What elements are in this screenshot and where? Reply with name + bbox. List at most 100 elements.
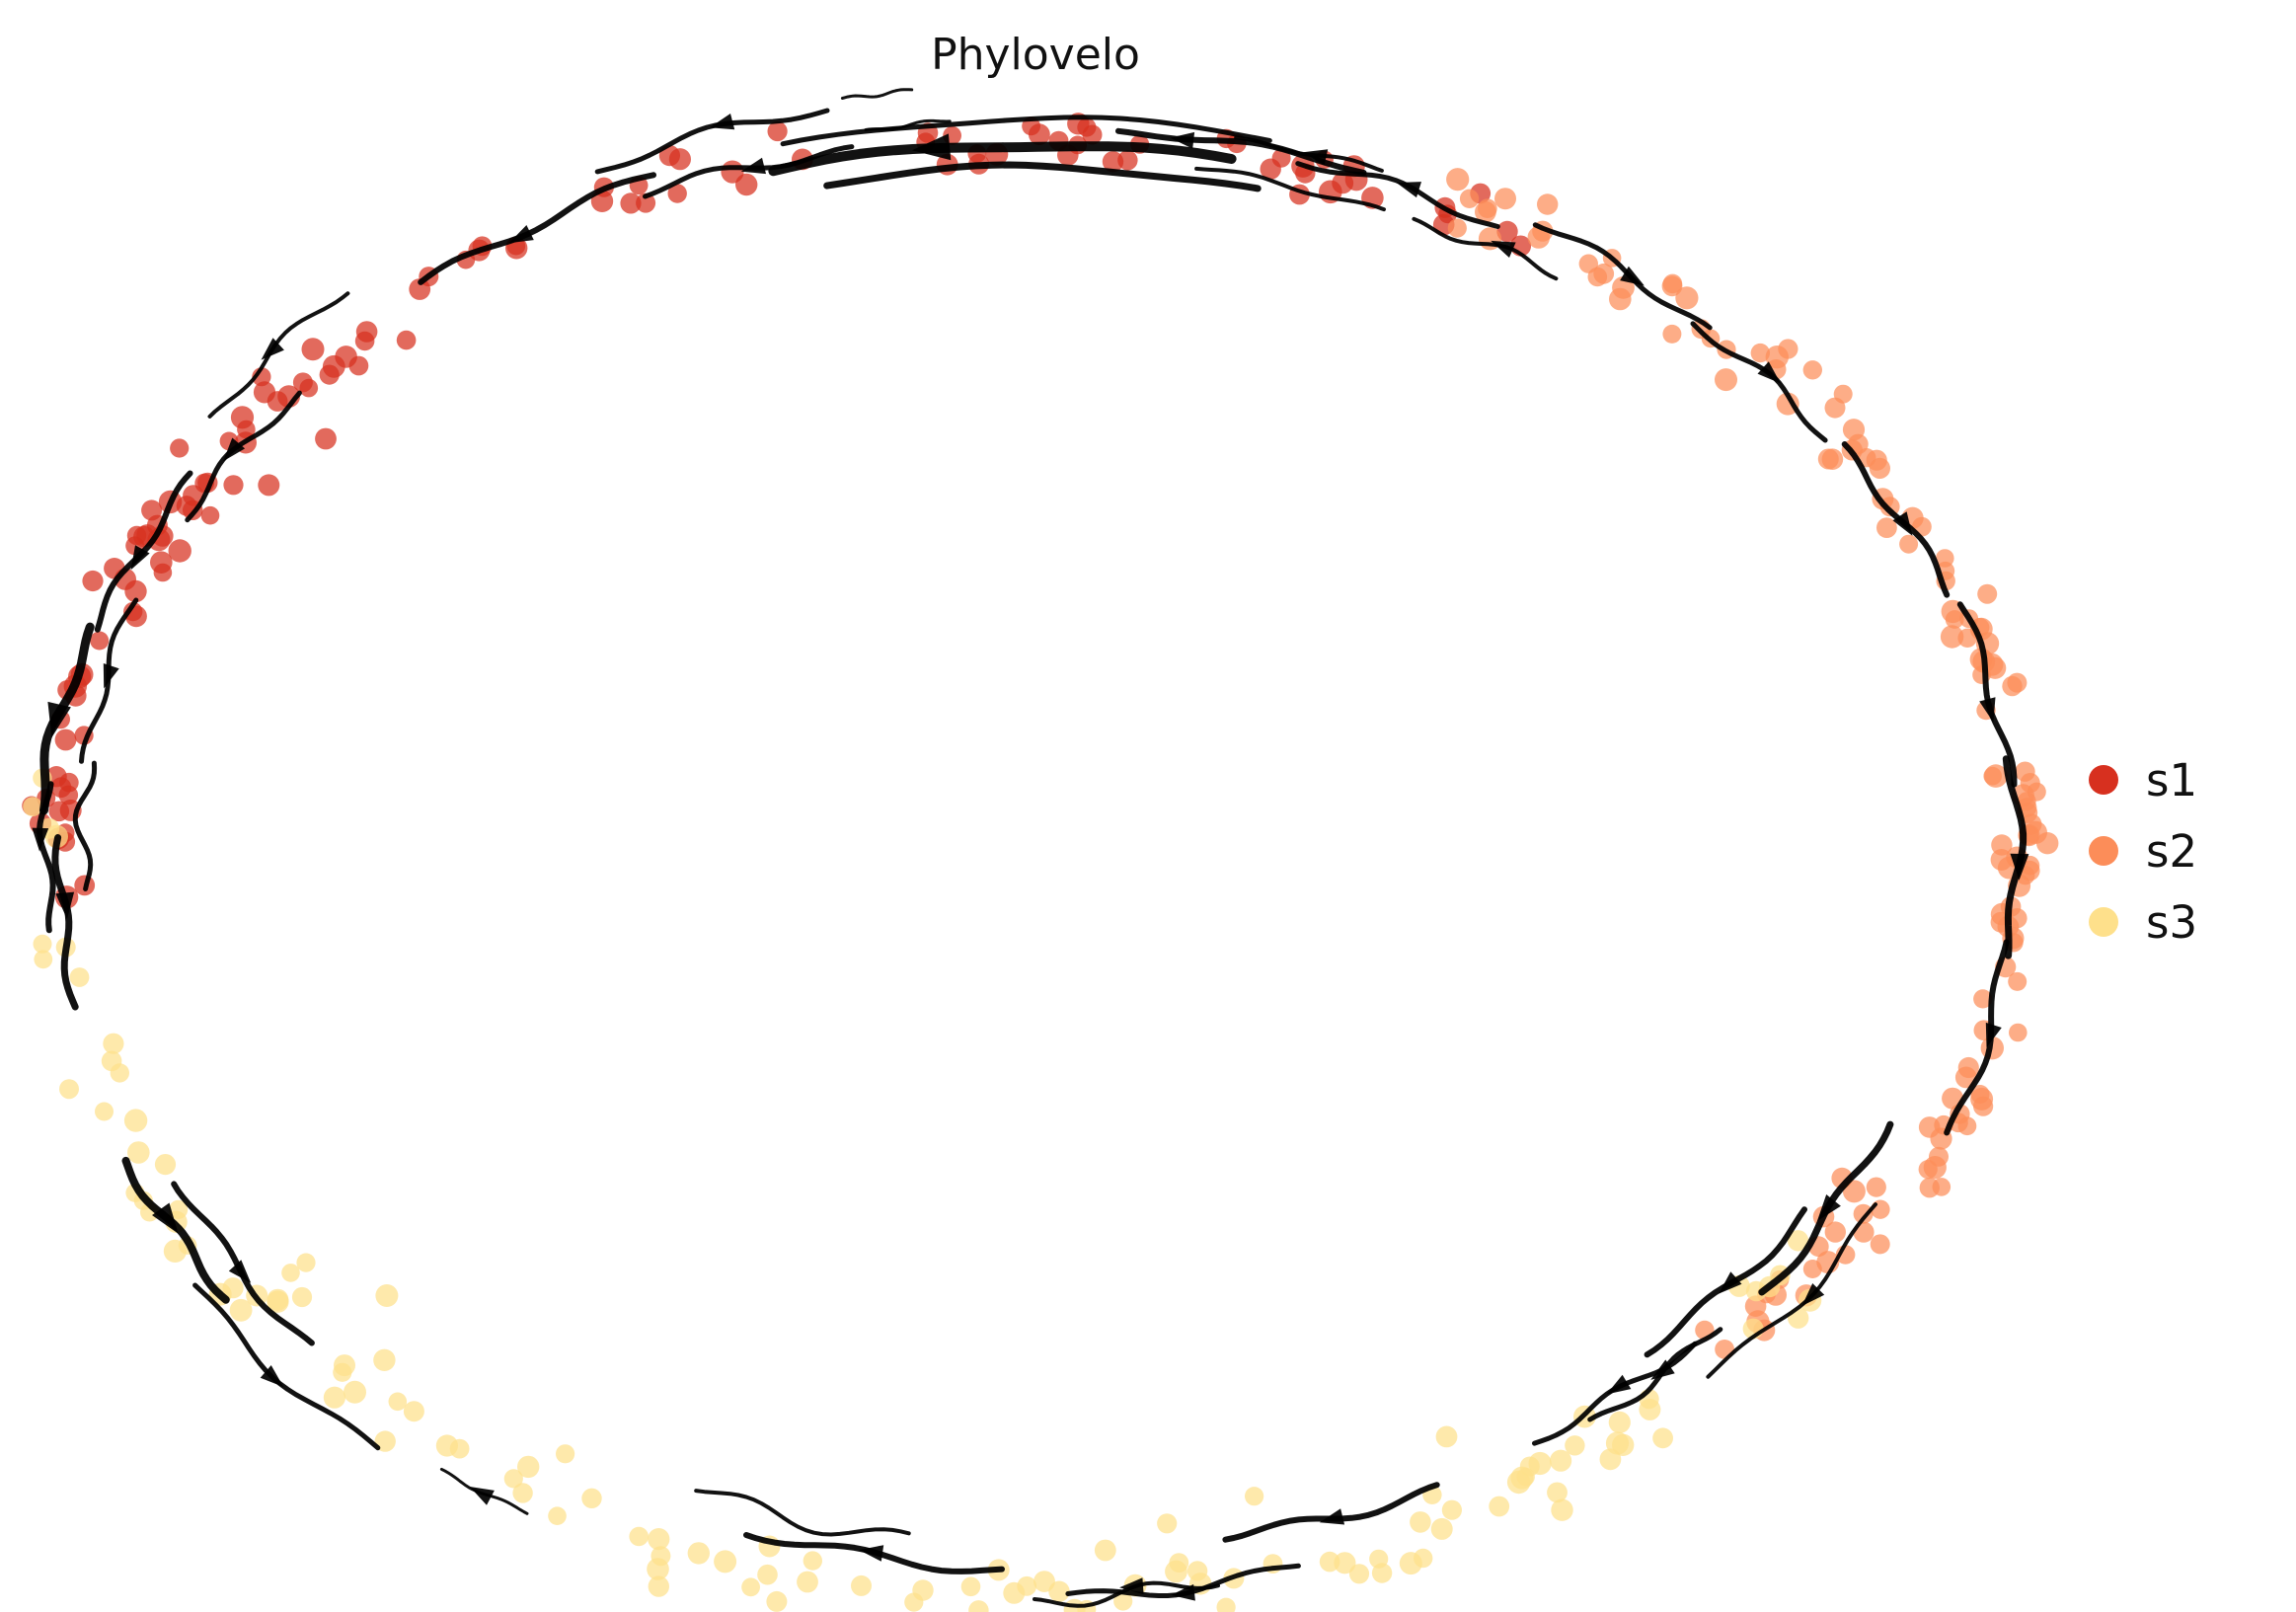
scatter-point-s3 bbox=[229, 1298, 253, 1322]
scatter-point-s3 bbox=[648, 1528, 670, 1551]
scatter-point-s2 bbox=[1876, 517, 1897, 538]
scatter-point-s2 bbox=[1802, 1260, 1822, 1278]
scatter-point-s3 bbox=[1787, 1230, 1809, 1252]
scatter-point-s2 bbox=[1750, 343, 1771, 363]
stream-arrowhead bbox=[1985, 1022, 2002, 1048]
scatter-point-s3 bbox=[1441, 1499, 1462, 1520]
scatter-point-s3 bbox=[968, 1600, 989, 1612]
scatter-point-s3 bbox=[127, 1141, 150, 1164]
scatter-point-s2 bbox=[2008, 971, 2028, 991]
scatter-point-s1 bbox=[1117, 150, 1138, 171]
scatter-point-s1 bbox=[223, 475, 244, 496]
streamline bbox=[1690, 321, 1828, 443]
scatter-point-s3 bbox=[34, 950, 53, 969]
scatter-point-s3 bbox=[651, 1546, 671, 1567]
scatter-point-s3 bbox=[344, 1380, 366, 1404]
scatter-point-s3 bbox=[1565, 1435, 1585, 1456]
scatter-point-s2 bbox=[1537, 193, 1559, 215]
scatter-point-s1 bbox=[315, 427, 337, 450]
legend-entry-s1: s1 bbox=[2089, 754, 2197, 806]
scatter-point-s3 bbox=[388, 1392, 408, 1412]
scatter-point-s3 bbox=[103, 1033, 124, 1054]
scatter-point-s3 bbox=[69, 967, 90, 987]
stream-arrowhead bbox=[1801, 1283, 1825, 1306]
scatter-point-s3 bbox=[1165, 1560, 1187, 1583]
stream-arrowhead bbox=[55, 891, 75, 920]
streamline bbox=[121, 1156, 230, 1304]
streamline bbox=[694, 1489, 911, 1537]
scatter-point-s1 bbox=[1102, 151, 1124, 173]
scatter-point-s1 bbox=[50, 777, 72, 799]
streamline bbox=[1412, 216, 1559, 281]
scatter-point-s2 bbox=[2036, 832, 2059, 855]
scatter-point-s3 bbox=[803, 1551, 822, 1571]
streamline bbox=[1194, 166, 1386, 212]
scatter-point-s3 bbox=[648, 1575, 669, 1597]
scatter-point-s3 bbox=[1334, 1552, 1356, 1574]
scatter-point-s3 bbox=[1489, 1496, 1510, 1517]
scatter-point-s3 bbox=[1369, 1549, 1389, 1569]
scatter-point-s1 bbox=[54, 729, 77, 751]
scatter-point-s3 bbox=[1410, 1511, 1431, 1533]
scatter-point-s3 bbox=[435, 1434, 458, 1457]
scatter-point-s3 bbox=[1319, 1551, 1340, 1573]
scatter-point-s3 bbox=[556, 1444, 575, 1464]
scatter-point-s2 bbox=[1918, 1160, 1938, 1180]
scatter-point-s2 bbox=[1957, 628, 1977, 648]
stream-arrowhead bbox=[508, 225, 534, 244]
scatter-point-s1 bbox=[124, 579, 147, 603]
scatter-point-s2 bbox=[1587, 267, 1608, 287]
stream-arrowhead bbox=[32, 827, 49, 852]
scatter-point-s2 bbox=[1940, 625, 1964, 649]
streamline bbox=[72, 760, 98, 891]
scatter-point-s2 bbox=[1778, 339, 1799, 359]
scatter-point-s3 bbox=[281, 1264, 300, 1282]
stream-arrowhead bbox=[130, 545, 150, 571]
stream-arrowhead bbox=[1606, 1374, 1632, 1395]
scatter-point-s2 bbox=[1609, 287, 1632, 311]
scatter-point-s3 bbox=[33, 934, 52, 954]
scatter-point-s3 bbox=[23, 797, 42, 816]
scatter-point-s3 bbox=[741, 1577, 760, 1597]
scatter-point-s1 bbox=[658, 145, 681, 167]
scatter-point-s1 bbox=[721, 160, 744, 184]
scatter-point-s2 bbox=[1817, 448, 1839, 470]
stream-arrowhead bbox=[859, 1545, 884, 1562]
scatter-point-s3 bbox=[59, 1079, 79, 1100]
scatter-point-s1 bbox=[258, 474, 280, 497]
scatter-point-s1 bbox=[667, 184, 687, 203]
scatter-point-s2 bbox=[1459, 189, 1480, 208]
scatter-point-s2 bbox=[1662, 273, 1683, 294]
stream-arrowhead bbox=[152, 1202, 179, 1234]
scatter-point-s3 bbox=[101, 1050, 122, 1072]
scatter-point-s3 bbox=[904, 1592, 924, 1612]
scatter-point-s3 bbox=[629, 1526, 649, 1547]
scatter-point-s3 bbox=[267, 1288, 289, 1311]
stream-arrowhead bbox=[1816, 1194, 1841, 1221]
stream-arrowhead bbox=[47, 701, 71, 738]
scatter-point-s3 bbox=[373, 1348, 396, 1372]
scatter-point-s3 bbox=[1551, 1498, 1573, 1521]
scatter-point-s3 bbox=[548, 1506, 567, 1525]
legend-label-s2: s2 bbox=[2146, 824, 2198, 878]
scatter-point-s3 bbox=[1399, 1552, 1422, 1575]
streamline bbox=[594, 108, 830, 175]
scatter-point-s3 bbox=[291, 1286, 313, 1308]
scatter-point-s1 bbox=[396, 330, 417, 350]
streamline bbox=[51, 834, 79, 1011]
scatter-point-s1 bbox=[200, 505, 220, 525]
scatter-point-s3 bbox=[757, 1564, 778, 1585]
scatter-point-s2 bbox=[1870, 1234, 1890, 1255]
stream-arrowhead bbox=[260, 1365, 284, 1388]
scatter-point-s3 bbox=[1245, 1487, 1264, 1506]
scatter-point-s1 bbox=[590, 190, 614, 212]
streamline bbox=[768, 141, 1237, 177]
scatter-point-s2 bbox=[2009, 1023, 2028, 1042]
stream-arrowhead bbox=[1396, 182, 1421, 198]
scatter-point-s3 bbox=[714, 1550, 737, 1574]
scatter-point-s2 bbox=[1899, 534, 1919, 554]
scatter-point-s3 bbox=[154, 1154, 177, 1176]
scatter-point-s3 bbox=[296, 1253, 316, 1272]
scatter-point-s2 bbox=[1802, 360, 1823, 380]
scatter-point-s1 bbox=[153, 563, 173, 582]
